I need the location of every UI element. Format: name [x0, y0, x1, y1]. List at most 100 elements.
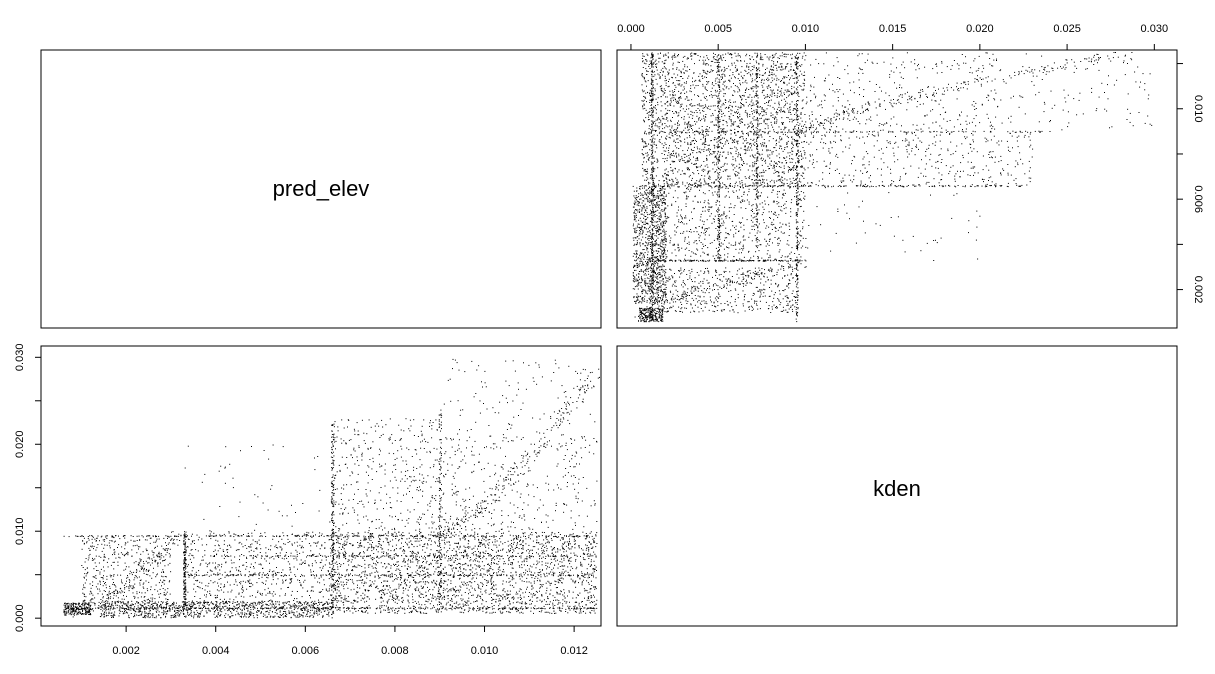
point — [724, 162, 726, 164]
point — [635, 269, 637, 271]
point — [940, 179, 942, 181]
point — [786, 300, 788, 302]
point — [749, 122, 751, 124]
point — [751, 205, 753, 207]
point — [642, 300, 644, 302]
point — [1020, 158, 1022, 160]
point — [683, 116, 685, 118]
point — [672, 94, 674, 96]
point — [808, 143, 810, 145]
point — [694, 182, 696, 184]
point — [648, 280, 650, 282]
point — [764, 103, 766, 104]
point — [752, 73, 754, 75]
point — [779, 240, 781, 242]
point — [763, 139, 765, 140]
point — [712, 70, 713, 72]
point — [759, 195, 761, 197]
point — [797, 173, 799, 175]
point — [666, 311, 668, 313]
point — [647, 217, 649, 219]
point — [649, 232, 651, 234]
point — [699, 112, 701, 114]
point — [824, 135, 826, 137]
point — [729, 104, 731, 106]
point — [656, 134, 658, 136]
point — [712, 105, 714, 107]
point — [792, 53, 793, 55]
point — [638, 263, 640, 265]
point — [740, 157, 742, 159]
point — [768, 295, 770, 297]
point — [660, 223, 662, 225]
point — [954, 180, 956, 182]
point — [982, 155, 984, 157]
point — [694, 287, 696, 289]
point — [762, 180, 764, 182]
point — [635, 195, 637, 197]
point — [757, 191, 759, 193]
point — [789, 280, 791, 282]
point — [710, 140, 712, 142]
point — [657, 256, 659, 257]
point — [701, 149, 703, 151]
point — [655, 119, 657, 121]
point — [792, 92, 794, 94]
point — [772, 213, 774, 215]
point — [716, 59, 718, 61]
point — [717, 225, 719, 227]
point — [635, 302, 637, 304]
point — [865, 151, 867, 153]
point — [704, 193, 706, 195]
point — [781, 182, 783, 184]
point — [720, 255, 722, 257]
point — [778, 290, 780, 292]
point — [672, 55, 674, 57]
point — [644, 219, 646, 221]
point — [736, 68, 738, 70]
point — [702, 251, 704, 253]
point — [763, 284, 765, 286]
point — [643, 145, 645, 147]
point — [693, 310, 695, 312]
point — [663, 303, 665, 305]
point — [811, 163, 813, 165]
point — [708, 210, 710, 212]
point — [678, 148, 680, 149]
point — [684, 217, 685, 219]
point — [640, 277, 642, 279]
point — [661, 298, 663, 300]
point — [653, 134, 655, 136]
point — [636, 200, 638, 202]
point — [791, 75, 793, 77]
point — [660, 232, 662, 234]
point — [742, 273, 743, 275]
point — [659, 313, 661, 315]
point — [657, 278, 659, 280]
point — [639, 295, 641, 297]
point — [691, 111, 693, 113]
point — [790, 169, 792, 171]
point — [776, 271, 778, 273]
point — [784, 76, 786, 78]
point — [778, 284, 780, 286]
point — [676, 135, 678, 137]
point — [743, 75, 745, 77]
point — [721, 214, 722, 216]
point — [769, 94, 771, 96]
point — [792, 277, 794, 279]
point — [731, 280, 733, 282]
point — [650, 132, 652, 134]
point — [703, 178, 705, 180]
point — [798, 127, 799, 129]
point — [772, 275, 774, 277]
point — [726, 247, 728, 248]
point — [639, 188, 641, 189]
point — [760, 55, 762, 57]
point — [663, 210, 665, 212]
point — [778, 104, 780, 106]
point — [695, 158, 697, 160]
point — [661, 253, 663, 255]
point — [686, 167, 688, 169]
point — [632, 206, 634, 208]
